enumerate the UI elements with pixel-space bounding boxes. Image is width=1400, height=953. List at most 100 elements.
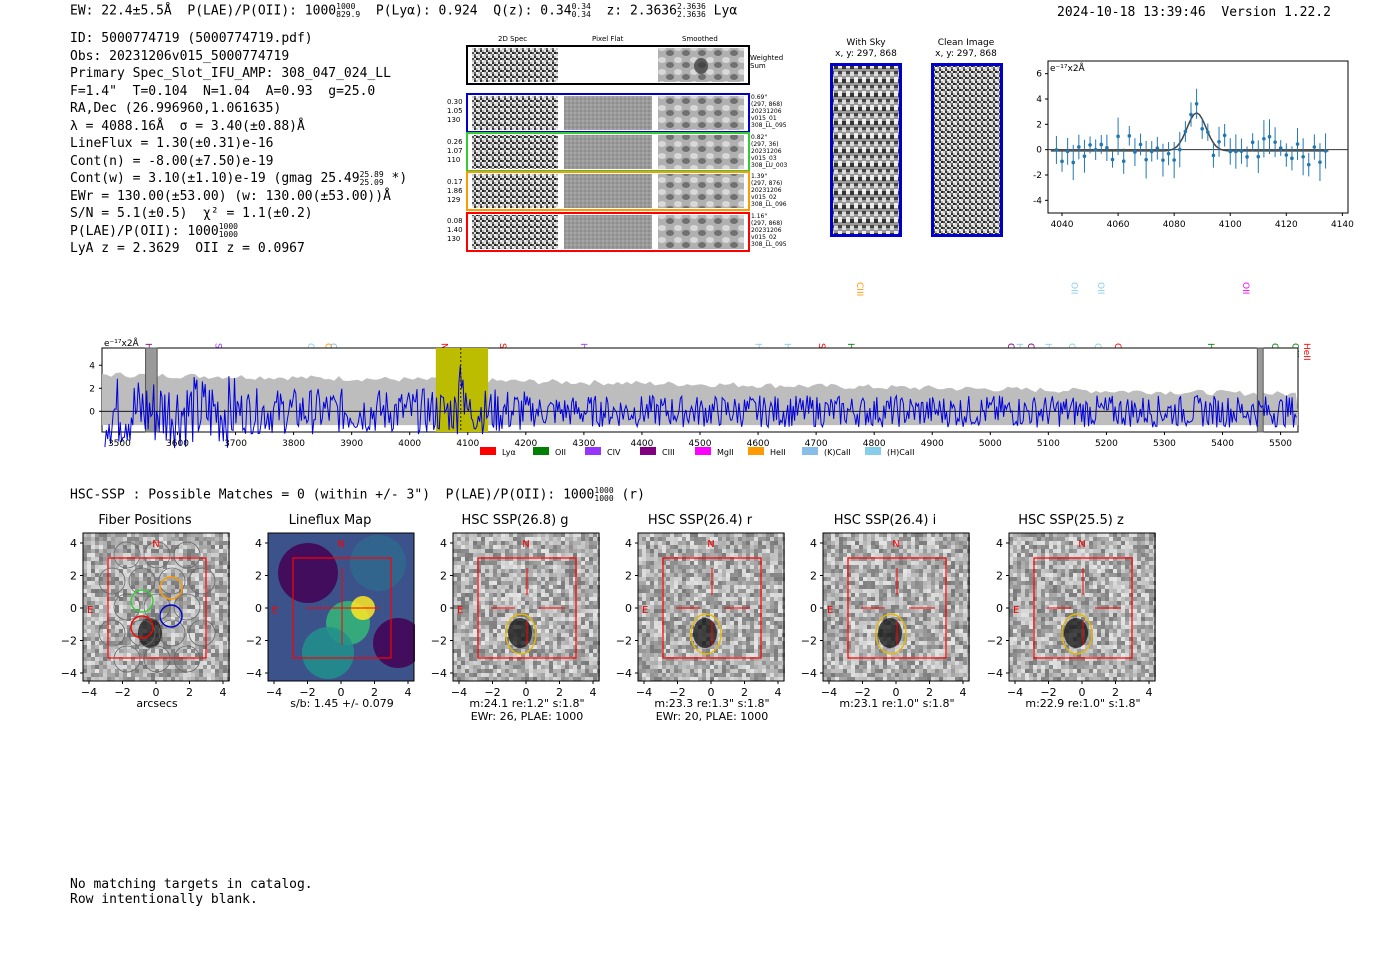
fit-point	[1290, 156, 1294, 161]
spec-unit-label: e⁻¹⁷x2Å	[104, 337, 140, 349]
hsc-x-tick-label: 2	[186, 686, 193, 699]
spec-mask-left	[145, 347, 158, 433]
info-lambda: λ = 4088.16Å σ = 3.40(±0.88)Å	[70, 118, 305, 134]
clean-image	[931, 63, 1003, 237]
spec-x-tick-label: 4900	[921, 439, 944, 449]
hsc-panel-title: HSC SSP(26.4) r	[647, 513, 753, 528]
fit-point	[1065, 149, 1070, 154]
fit-point	[1077, 145, 1081, 149]
spec-x-tick-label: 4600	[747, 439, 770, 449]
spec-x-tick-label: 3800	[282, 439, 305, 449]
fit-y-tick-label: -4	[1033, 196, 1042, 206]
aperture-box	[107, 557, 207, 659]
lineflux-blob	[302, 627, 354, 679]
hsc-x-tick-label: 4	[220, 686, 227, 699]
spec-x-tick-label: 3900	[340, 439, 363, 449]
cutout-row-3	[466, 171, 750, 211]
spec-x-tick-label: 5100	[1037, 439, 1060, 449]
cutout-row-4	[466, 212, 750, 252]
fit-point	[1093, 147, 1098, 152]
fit-point	[1121, 159, 1126, 163]
compass-north: N	[892, 539, 899, 550]
line-fit-plot: e⁻¹⁷x2Å 6 4 2 0 -2 -4 4040 4060 4080 4100 4120 414…	[1033, 60, 1354, 230]
col-header-pixelflat: Pixel Flat	[592, 35, 624, 43]
fit-y-tick-label: 6	[1036, 70, 1042, 80]
row3-left-values: 0.17 1.86 129	[447, 178, 463, 204]
hsc-panel-caption: m:24.1 re:1.2" s:1.8" EWr: 26, PLAE: 1000	[469, 697, 585, 723]
fiber-circle	[158, 619, 186, 647]
fit-y-tick-label: 4	[1036, 95, 1042, 105]
fit-point	[1149, 149, 1154, 154]
hsc-x-tick-label: 4	[405, 686, 412, 699]
hsc-x-tick-label: 0	[523, 686, 530, 699]
spec-x-tick-label: 5200	[1095, 439, 1118, 449]
col-header-smoothed: Smoothed	[682, 35, 718, 43]
info-id: ID: 5000774719 (5000774719.pdf)	[70, 31, 313, 46]
hsc-panel-caption: m:23.1 re:1.0" s:1.8"	[839, 697, 955, 710]
hsc-panel-title: Fiber Positions	[98, 513, 192, 528]
hsc-x-tick-label: 2	[741, 686, 748, 699]
hsc-y-tick-label: 2	[996, 570, 1003, 583]
fit-point	[1138, 142, 1143, 147]
hsc-x-tick-label: 2	[926, 686, 933, 699]
row4-right-values: 1.16" (297, 868) 20231206 v015_02 308_LL_095	[751, 213, 787, 248]
hsc-y-tick-label: 0	[625, 602, 632, 615]
hsc-panel-frame	[267, 532, 415, 682]
fit-point	[1189, 112, 1193, 117]
header-plae-frac: 1000 829.9	[336, 2, 361, 19]
hsc-x-tick-label: 4	[775, 686, 782, 699]
info-radec: RA,Dec (26.996960,1.061635)	[70, 101, 282, 116]
hsc-x-tick-label: −2	[484, 686, 500, 699]
info-sn: S/N = 5.1(±0.5) χ² = 1.1(±0.2)	[70, 206, 313, 221]
hsc-y-tick-label: 4	[996, 537, 1003, 550]
hsc-panel-image: N E 4 2 0 −2 −4 −4 −2 0 2 4	[431, 532, 600, 699]
spec-x-tick-label: 3600	[166, 439, 189, 449]
source-ellipse	[690, 613, 722, 655]
hsc-y-tick-label: 4	[440, 537, 447, 550]
hsc-y-tick-label: −4	[801, 667, 817, 680]
cutout-strips	[466, 45, 750, 252]
legend-label: Lyα	[502, 448, 516, 457]
hsc-y-tick-label: −2	[616, 635, 632, 648]
hsc-x-tick-label: −4	[451, 686, 467, 699]
fit-point	[1177, 147, 1182, 152]
legend-label: (H)CaII	[887, 448, 914, 457]
spec-x-tick-label: 4700	[805, 439, 828, 449]
hsc-y-tick-label: 4	[255, 537, 262, 550]
hsc-x-tick-label: 2	[1112, 686, 1119, 699]
info-lineflux: LineFlux = 1.30(±0.31)e-16	[70, 136, 274, 151]
hsc-y-tick-label: −4	[987, 667, 1003, 680]
hsc-panel-caption: m:22.9 re:1.0" s:1.8"	[1025, 697, 1141, 710]
fiber-circle	[173, 645, 201, 673]
info-obs: Obs: 20231206v015_5000774719	[70, 48, 290, 64]
spec-x-tick-label: 5000	[979, 439, 1002, 449]
fit-point	[1284, 153, 1289, 157]
legend-label: MgII	[717, 448, 734, 457]
fit-point	[1222, 133, 1227, 138]
hsc-x-tick-label: 0	[708, 686, 715, 699]
hsc-y-tick-label: −2	[801, 635, 817, 648]
fiber-circle	[113, 645, 141, 673]
row1-right-values: 0.69" (297, 868) 20231206 v015_01 308_LL_095	[751, 94, 787, 129]
aperture-box	[292, 557, 392, 659]
legend-swatch	[865, 447, 881, 455]
fit-point	[1071, 160, 1076, 165]
hsc-y-tick-label: −2	[987, 635, 1003, 648]
fit-point	[1133, 150, 1137, 154]
fiber-circle	[128, 567, 156, 595]
compass-north: N	[152, 539, 159, 550]
spec-x-tick-label: 4000	[398, 439, 421, 449]
hsc-x-tick-label: −4	[821, 686, 837, 699]
header-z-line: Lyα	[713, 3, 738, 19]
fit-point	[1245, 155, 1249, 159]
hsc-panel-image: N E 4 2 0 −2 −4 −4 −2 0 2 4	[801, 532, 970, 699]
hsc-x-tick-label: −2	[1040, 686, 1056, 699]
fit-point	[1228, 149, 1233, 154]
legend-label: CIV	[607, 448, 621, 457]
fit-x-tick-label: 4080	[1163, 220, 1186, 230]
hsc-y-tick-label: 2	[440, 570, 447, 583]
row2-left-values: 0.26 1.07 110	[447, 138, 463, 164]
fit-x-tick-label: 4120	[1275, 220, 1298, 230]
spec-mask-right	[1256, 347, 1264, 433]
hsc-panel-caption: m:23.3 re:1.3" s:1.8" EWr: 20, PLAE: 1000	[654, 697, 770, 723]
